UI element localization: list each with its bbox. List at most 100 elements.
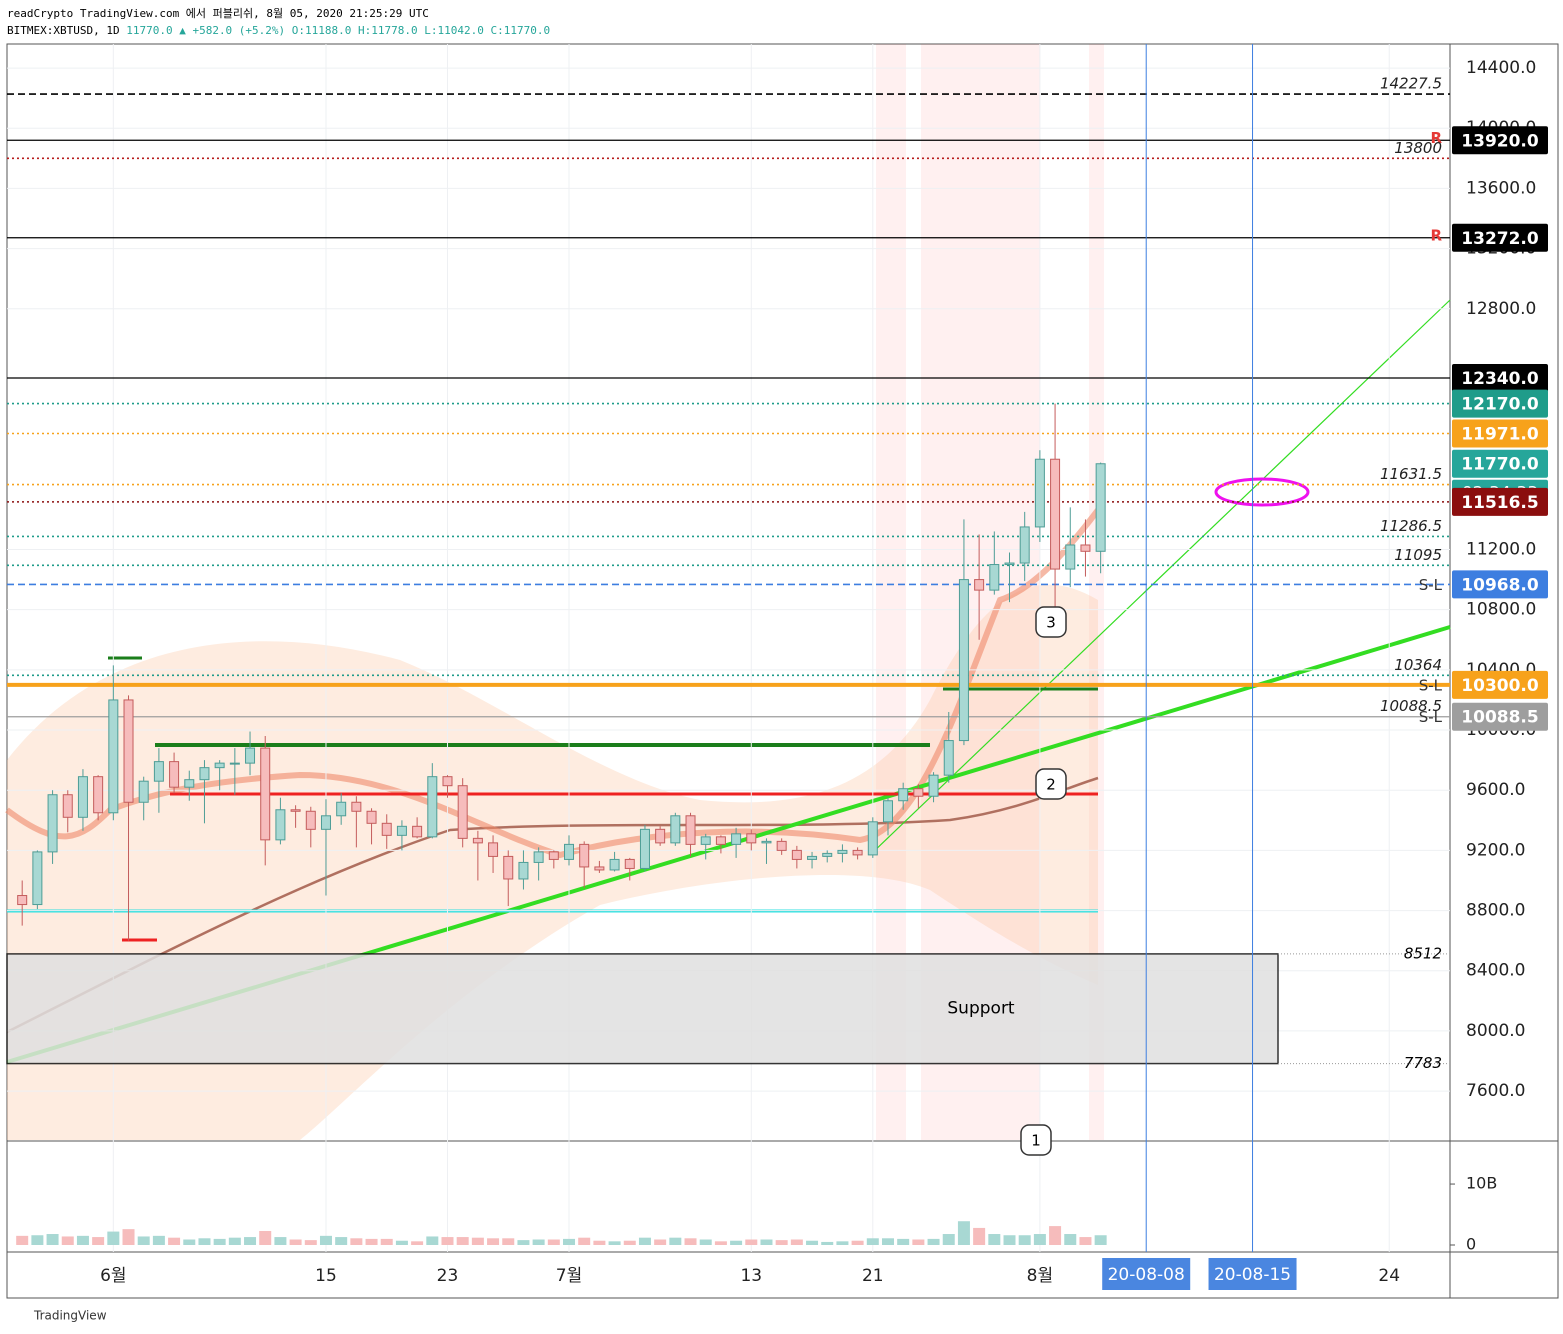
candle-body: [776, 840, 787, 851]
volume-bar: [168, 1237, 181, 1245]
volume-bar: [487, 1238, 500, 1245]
high: H:11778.0: [358, 24, 418, 37]
y-tick-label: 11200.0: [1466, 539, 1536, 559]
date-tag: [1102, 1258, 1191, 1290]
candle-body: [898, 788, 909, 802]
price-tag: [1452, 126, 1548, 155]
support-level-label: 8512: [1404, 944, 1442, 962]
candle-body: [336, 801, 347, 817]
candle-body: [533, 851, 544, 863]
candle-body: [579, 843, 590, 868]
volume-bar: [183, 1239, 196, 1245]
y-tick-label: 9600.0: [1466, 780, 1525, 800]
x-tick-label: 21: [862, 1266, 884, 1286]
candle-body: [138, 780, 149, 803]
candle-body: [685, 815, 696, 845]
volume-bar: [669, 1237, 682, 1245]
support-level-label: 7783: [1404, 1054, 1442, 1072]
volume-bar: [957, 1221, 970, 1245]
price-tag: [1452, 419, 1548, 448]
volume-bar: [471, 1237, 484, 1245]
volume-bar: [426, 1236, 439, 1245]
volume-bar: [790, 1239, 803, 1245]
support-zone: [6, 953, 1279, 1065]
candle-body: [412, 825, 423, 838]
price-tag-label: 13920.0: [1461, 131, 1539, 151]
price-tag-label: 11516.5: [1461, 493, 1538, 513]
candle-body: [700, 836, 711, 845]
y-tick-label: 8400.0: [1466, 961, 1525, 981]
callout: [1035, 606, 1067, 638]
candle-body: [670, 815, 681, 844]
overlay-layer: 1 2 3: [16, 403, 1107, 1245]
volume-tick-label: 10B: [1466, 1174, 1497, 1193]
price-tag: [1452, 389, 1548, 418]
candle-body: [442, 776, 453, 787]
candle-body: [958, 579, 969, 742]
volume-bar: [46, 1234, 59, 1245]
candle-body: [1080, 544, 1091, 552]
price-tag-label: 11770.0: [1461, 455, 1539, 475]
symbol-name: BITMEX:XBTUSD, 1D: [7, 24, 120, 37]
x-tick-label: 6월: [100, 1266, 126, 1286]
price-level-label: 11631.5: [1380, 465, 1442, 483]
volume-bar: [593, 1240, 606, 1245]
volume-bar: [61, 1236, 74, 1245]
highlight-band: [1089, 44, 1104, 1140]
candle-body: [366, 810, 377, 824]
price-tag-label: 12340.0: [1461, 369, 1539, 389]
publish-info: readCrypto TradingView.com 에서 퍼블리쉬, 8월 0…: [7, 7, 429, 20]
candle-body: [852, 849, 863, 856]
volume-bar: [107, 1231, 120, 1245]
x-tick-label: 8월: [1027, 1266, 1053, 1286]
volume-bar: [760, 1239, 773, 1245]
volume-tick-label: 0: [1466, 1234, 1476, 1253]
candle-body: [1004, 562, 1015, 566]
volume-bar: [1064, 1234, 1077, 1245]
volume-bar: [578, 1237, 591, 1245]
change: ▲ +582.0 (+5.2%): [179, 24, 285, 37]
volume-bar: [122, 1229, 135, 1245]
price-tag: [1452, 487, 1548, 516]
price-tag-label: 10968.0: [1461, 575, 1539, 595]
volume-bar: [31, 1235, 44, 1245]
candle-body: [108, 699, 119, 814]
callout-label: 2: [1046, 776, 1056, 794]
y-tick-label: 10800.0: [1466, 600, 1536, 620]
volume-bar: [1033, 1234, 1046, 1245]
candle-body: [746, 833, 757, 844]
close: C:11770.0: [491, 24, 551, 37]
candle-body: [260, 747, 271, 841]
candle-body: [396, 825, 407, 836]
volume-bar: [775, 1240, 788, 1245]
candle-body: [184, 779, 195, 788]
price-tag: [1452, 702, 1548, 731]
volume-bar: [563, 1238, 576, 1245]
volume-bar: [730, 1240, 743, 1245]
volume-bar: [821, 1241, 834, 1245]
level-note: S-L: [1419, 576, 1443, 594]
price-level-label: 11286.5: [1380, 517, 1442, 535]
symbol: BITMEX:XBTUSD, 1D 11770.0 ▲ +582.0 (+5.2…: [7, 24, 550, 37]
candle-body: [807, 855, 818, 860]
last-price: 11770.0: [126, 24, 172, 37]
callout-label: 1: [1031, 1132, 1041, 1150]
volume-bar: [1094, 1235, 1107, 1245]
moving-average: [6, 776, 1099, 1034]
candle-body: [943, 740, 954, 776]
y-tick-label: 13600.0: [1466, 178, 1536, 198]
candle-body: [214, 762, 225, 769]
volume-bar: [654, 1239, 667, 1245]
candle-body: [1065, 544, 1076, 570]
candle-body: [518, 861, 529, 880]
volume-bar: [380, 1238, 393, 1245]
candle-body: [351, 801, 362, 812]
volume-bar: [927, 1238, 940, 1245]
price-level-label: 13800: [1394, 139, 1442, 157]
candle-body: [974, 579, 985, 591]
volume-bar: [289, 1239, 302, 1245]
volume-bar: [866, 1238, 879, 1245]
volume-bar: [638, 1237, 651, 1245]
x-tick-label: 15: [315, 1266, 337, 1286]
